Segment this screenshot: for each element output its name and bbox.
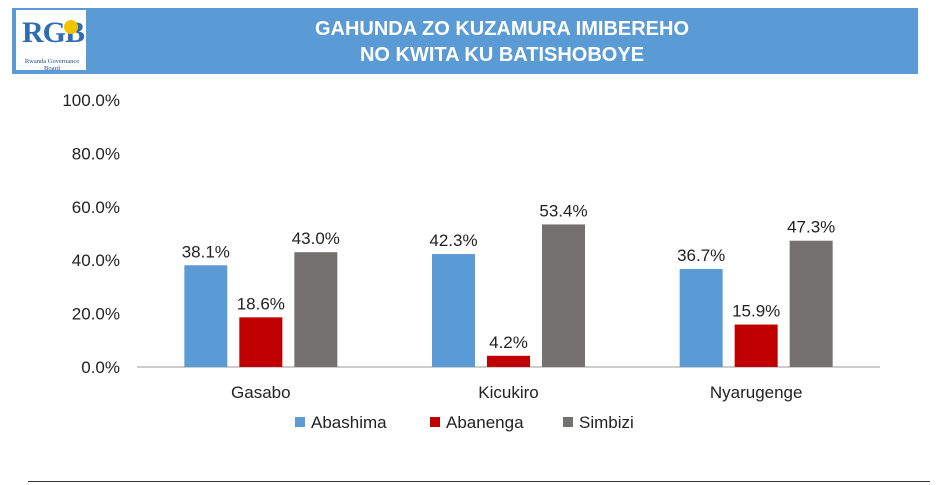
chart-title-line-1: GAHUNDA ZO KUZAMURA IMIBEREHO: [314, 18, 690, 40]
bottom-divider: [28, 481, 930, 482]
data-label: 43.0%: [292, 229, 340, 248]
y-tick-label: 20.0%: [72, 305, 120, 324]
data-label: 4.2%: [489, 333, 528, 352]
legend-label: Abashima: [311, 413, 387, 432]
rgb-logo: RGB Rwanda Governance Board: [16, 10, 86, 72]
y-tick-label: 100.0%: [62, 91, 120, 110]
bar: [432, 254, 475, 367]
bar: [542, 224, 585, 367]
y-tick-label: 0.0%: [81, 358, 120, 377]
data-label: 18.6%: [237, 294, 285, 313]
chart-title-line-2: NO KWITA KU BATISHOBOYE: [359, 44, 645, 66]
legend-label: Abanenga: [446, 413, 524, 432]
logo-sun-icon: [64, 20, 78, 34]
bar: [487, 355, 530, 367]
legend-swatch: [563, 417, 573, 427]
data-label: 15.9%: [732, 302, 780, 321]
legend-label: Simbizi: [579, 413, 634, 432]
logo-subtext: Rwanda Governance Board: [24, 58, 80, 72]
bar: [734, 324, 778, 367]
chart-title: GAHUNDA ZO KUZAMURA IMIBEREHO NO KWITA K…: [92, 16, 912, 68]
data-label: 42.3%: [429, 231, 477, 250]
chart-title-banner: RGB Rwanda Governance Board GAHUNDA ZO K…: [12, 8, 918, 74]
bar: [239, 317, 283, 367]
x-category-label: Nyarugenge: [710, 383, 803, 402]
y-tick-label: 40.0%: [72, 251, 120, 270]
bar: [679, 269, 723, 367]
data-label: 36.7%: [677, 246, 725, 265]
legend-swatch: [295, 417, 305, 427]
x-category-label: Kicukiro: [478, 383, 538, 402]
data-label: 53.4%: [539, 201, 587, 220]
bar: [294, 252, 338, 367]
x-category-label: Gasabo: [231, 383, 291, 402]
y-tick-label: 60.0%: [72, 198, 120, 217]
data-label: 47.3%: [787, 218, 835, 237]
y-tick-label: 80.0%: [72, 144, 120, 163]
data-label: 38.1%: [182, 242, 230, 261]
legend-swatch: [430, 417, 440, 427]
bar: [789, 240, 833, 367]
bar: [184, 265, 228, 367]
